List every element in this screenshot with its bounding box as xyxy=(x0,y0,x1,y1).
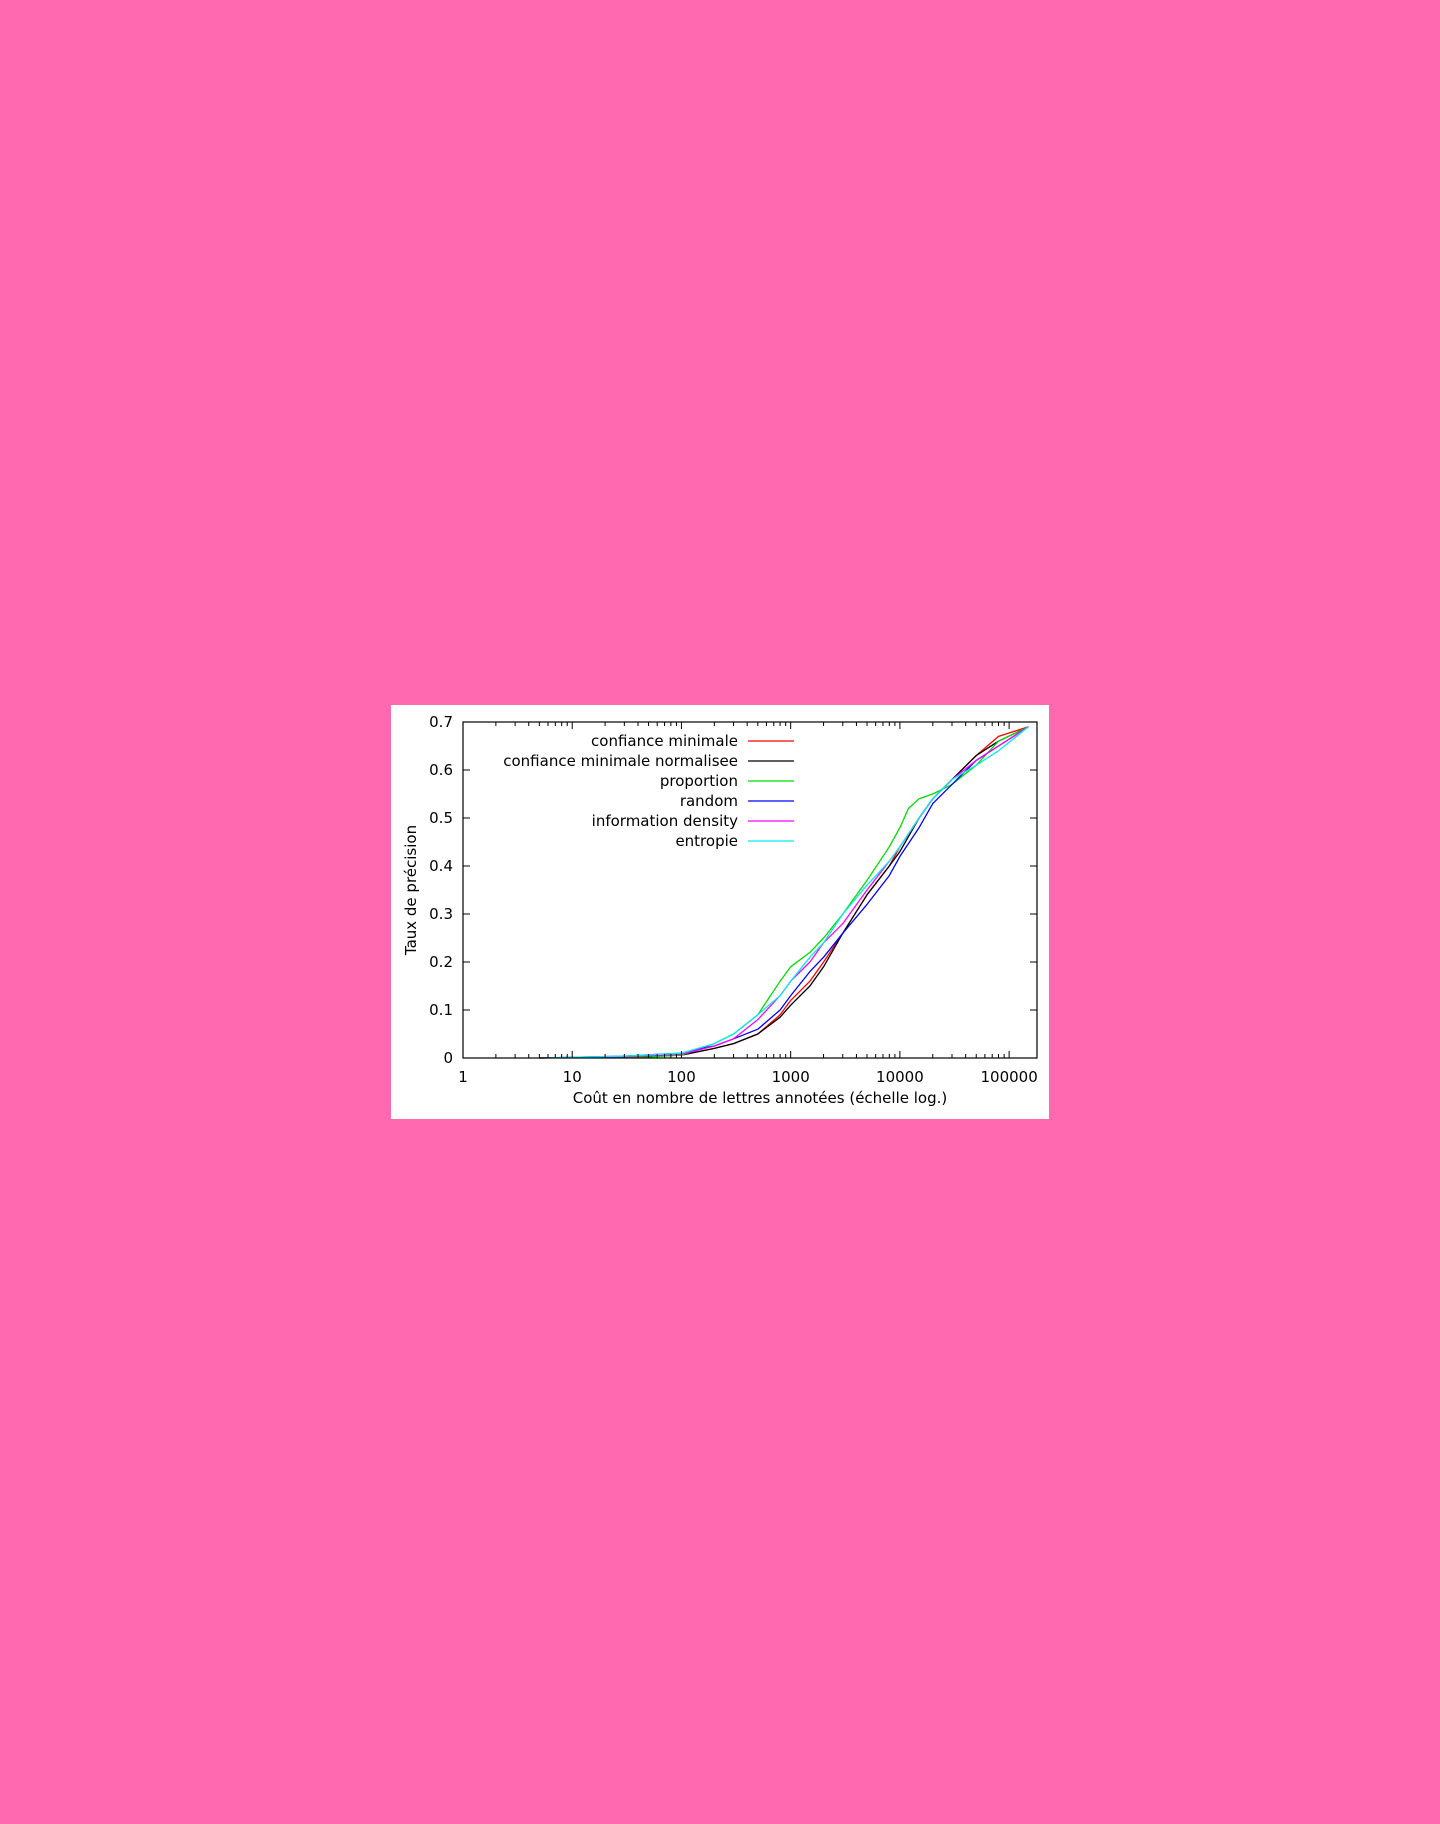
series-line-information-density xyxy=(539,726,1029,1059)
x-tick-label: 10 xyxy=(563,1068,582,1086)
legend-label: confiance minimale xyxy=(591,732,738,750)
tick-layer: 0 0.1 0.2 0.3 0.4 0.5 0.6 0.7 1 10 100 1000 10000 100… xyxy=(429,713,1038,1086)
x-tick-label: 100 xyxy=(667,1068,696,1086)
x-tick-label: 1 xyxy=(458,1068,468,1086)
legend-label: information density xyxy=(592,812,738,830)
legend-label: random xyxy=(680,792,738,810)
y-tick-label: 0.4 xyxy=(429,857,453,875)
series-layer xyxy=(539,726,1029,1059)
y-tick-label: 0.2 xyxy=(429,953,453,971)
legend-label: entropie xyxy=(675,832,738,850)
legend: confiance minimale confiance minimale nor… xyxy=(503,732,794,850)
y-tick-label: 0.3 xyxy=(429,905,453,923)
x-tick-label: 1000 xyxy=(772,1068,810,1086)
chart-card: 0 0.1 0.2 0.3 0.4 0.5 0.6 0.7 1 10 100 1000 10000 100… xyxy=(391,705,1049,1119)
x-axis-title: Coût en nombre de lettres annotées (éche… xyxy=(573,1089,947,1107)
y-tick-label: 0.7 xyxy=(429,713,453,731)
plot-frame xyxy=(462,721,1038,1059)
legend-label: proportion xyxy=(660,772,738,790)
x-tick-label: 100000 xyxy=(980,1068,1037,1086)
line-chart: 0 0.1 0.2 0.3 0.4 0.5 0.6 0.7 1 10 100 1000 10000 100… xyxy=(402,713,1038,1107)
y-tick-label: 0.5 xyxy=(429,809,453,827)
y-tick-label: 0 xyxy=(443,1049,453,1067)
y-tick-label: 0.1 xyxy=(429,1001,453,1019)
y-tick-label: 0.6 xyxy=(429,761,453,779)
series-line-entropie xyxy=(539,726,1029,1059)
legend-label: confiance minimale normalisee xyxy=(503,752,738,770)
x-tick-label: 10000 xyxy=(876,1068,924,1086)
y-axis-title: Taux de précision xyxy=(402,825,420,956)
